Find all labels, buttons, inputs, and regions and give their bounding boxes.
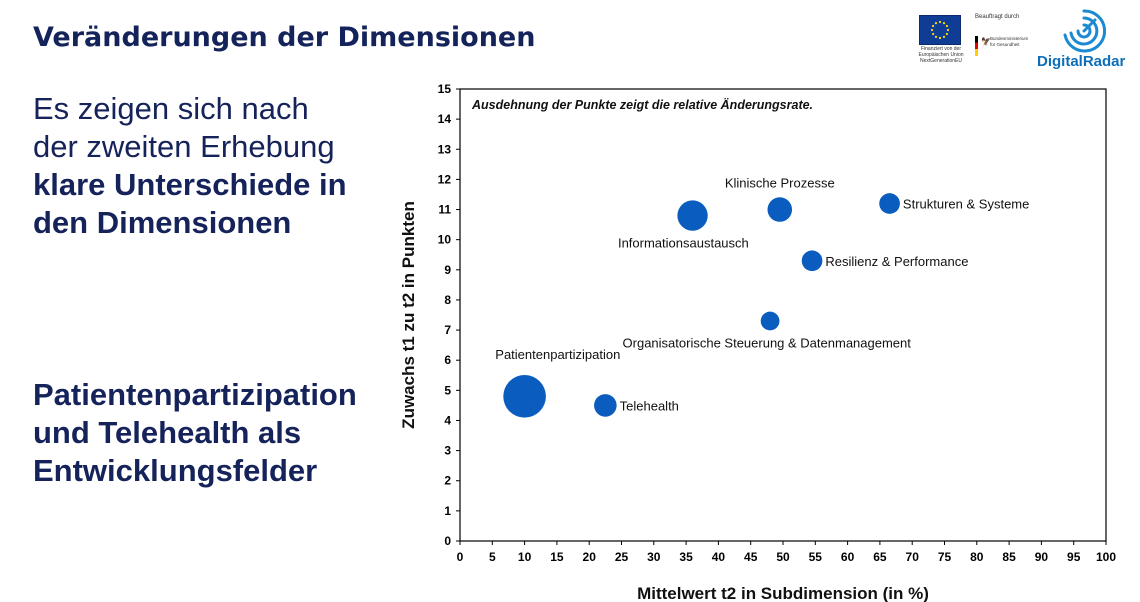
y-tick-label: 13 — [438, 142, 452, 156]
y-tick-label: 4 — [444, 413, 451, 427]
y-tick-label: 0 — [444, 534, 451, 548]
digitalradar-radar-icon — [1060, 8, 1108, 59]
bubble-point — [879, 193, 900, 214]
bubble-label: Informationsaustausch — [618, 236, 749, 251]
x-tick-label: 75 — [938, 550, 952, 564]
summary-line-bold: klare Unterschiede in — [33, 167, 347, 202]
y-tick-label: 5 — [444, 383, 451, 397]
x-tick-label: 5 — [489, 550, 496, 564]
summary-line: Es zeigen sich nach — [33, 91, 309, 126]
logo-bar: Finanziert von der Europäischen Union Ne… — [915, 8, 1137, 74]
x-tick-label: 70 — [906, 550, 920, 564]
eu-funding-text: Finanziert von der Europäischen Union Ne… — [918, 46, 964, 64]
x-tick-label: 90 — [1035, 550, 1049, 564]
y-tick-label: 10 — [438, 233, 452, 247]
y-tick-label: 1 — [444, 504, 451, 518]
focus-line: und Telehealth als — [33, 415, 302, 450]
x-tick-label: 25 — [615, 550, 629, 564]
x-axis-label: Mittelwert t2 in Subdimension (in %) — [637, 584, 929, 602]
y-tick-label: 14 — [438, 112, 452, 126]
plot-frame — [459, 88, 1107, 542]
x-tick-label: 20 — [583, 550, 597, 564]
eagle-icon: 🦅 — [981, 37, 991, 46]
summary-line: der zweiten Erhebung — [33, 129, 335, 164]
bubble-label: Klinische Prozesse — [725, 175, 835, 190]
bubble-point — [767, 197, 793, 222]
y-tick-label: 12 — [438, 172, 452, 186]
bubble-point — [801, 250, 823, 272]
eu-flag-logo — [919, 15, 961, 45]
x-tick-label: 55 — [809, 550, 823, 564]
bubble-label: Strukturen & Systeme — [903, 197, 1029, 212]
slide-title: Veränderungen der Dimensionen — [33, 22, 536, 53]
x-tick-label: 80 — [970, 550, 984, 564]
x-tick-label: 40 — [712, 550, 726, 564]
x-tick-label: 10 — [518, 550, 532, 564]
x-tick-label: 45 — [744, 550, 758, 564]
bubble-label: Patientenpartizipation — [495, 347, 620, 362]
y-axis-label: Zuwachs t1 zu t2 in Punkten — [399, 201, 418, 429]
x-tick-label: 60 — [841, 550, 855, 564]
summary-text: Es zeigen sich nach der zweiten Erhebung… — [33, 90, 403, 242]
chart-annotation: Ausdehnung der Punkte zeigt die relative… — [471, 97, 813, 112]
y-tick-label: 2 — [444, 474, 451, 488]
bubble-point — [594, 394, 617, 417]
x-tick-label: 0 — [457, 550, 464, 564]
bubble-label: Organisatorische Steuerung & Datenmanage… — [623, 335, 912, 350]
y-tick-label: 6 — [444, 353, 451, 367]
x-tick-label: 95 — [1067, 550, 1081, 564]
y-tick-label: 3 — [444, 444, 451, 458]
y-tick-label: 8 — [444, 293, 451, 307]
german-flag-icon — [975, 36, 978, 56]
x-tick-label: 50 — [776, 550, 790, 564]
y-tick-label: 15 — [438, 82, 452, 96]
bubble-label: Telehealth — [620, 398, 679, 413]
bubble-point — [677, 200, 708, 231]
summary-line-bold: den Dimensionen — [33, 205, 292, 240]
x-tick-label: 30 — [647, 550, 661, 564]
focus-text: Patientenpartizipation und Telehealth al… — [33, 376, 403, 490]
y-tick-label: 9 — [444, 263, 451, 277]
y-tick-label: 11 — [438, 203, 451, 217]
x-tick-label: 35 — [679, 550, 693, 564]
digitalradar-logo-text: DigitalRadar — [1037, 53, 1126, 70]
bubble-point — [760, 311, 780, 331]
bmg-label: Beauftragt durch — [975, 14, 1020, 20]
bubble-label: Resilienz & Performance — [825, 254, 968, 269]
y-tick-label: 7 — [444, 323, 451, 337]
bmg-text: Bundesministerium für Gesundheit — [990, 36, 1029, 47]
x-tick-label: 100 — [1096, 550, 1116, 564]
x-tick-label: 85 — [1002, 550, 1016, 564]
focus-line: Patientenpartizipation — [33, 377, 357, 412]
focus-line: Entwicklungsfelder — [33, 453, 318, 488]
bubble-point — [503, 375, 546, 418]
x-tick-label: 65 — [873, 550, 887, 564]
x-tick-label: 15 — [550, 550, 564, 564]
